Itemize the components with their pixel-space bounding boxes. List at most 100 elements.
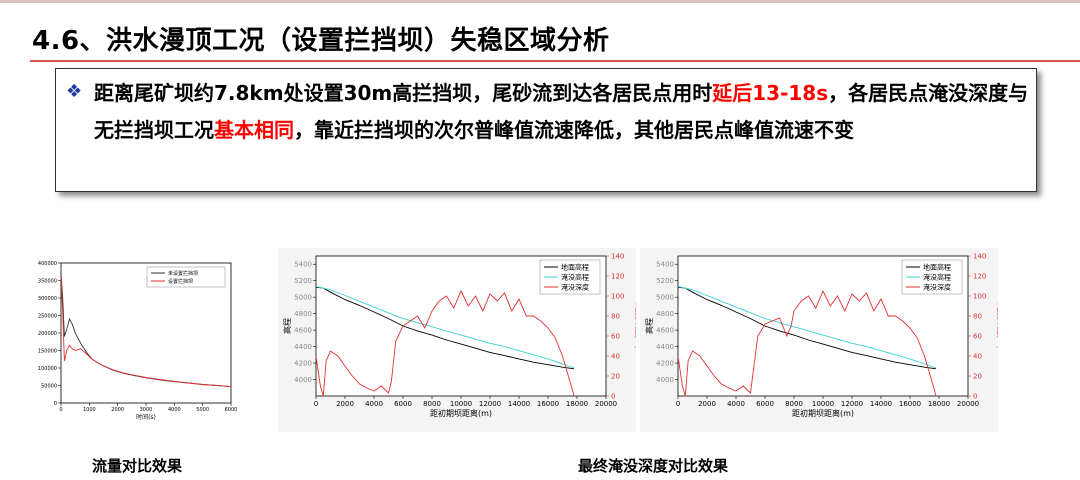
- series-line-3: [315, 289, 575, 397]
- legend-label: 淹没高程: [923, 272, 951, 281]
- y-right-tick-label: 40: [973, 352, 982, 360]
- top-border-line: [0, 0, 1080, 3]
- legend-label: 淹没深度: [561, 282, 589, 291]
- y-tick-label: 4000: [656, 376, 674, 384]
- x-tick-label: 0: [676, 400, 680, 408]
- y-tick-label: 4200: [656, 360, 674, 368]
- y-tick-label: 0: [54, 401, 57, 407]
- x-tick-label: 8000: [423, 400, 441, 408]
- x-axis-label: 时间(s): [136, 413, 156, 421]
- x-tick-label: 10000: [450, 400, 472, 408]
- y-tick-label: 50000: [41, 383, 57, 389]
- x-tick-label: 0: [59, 407, 62, 413]
- x-tick-label: 2000: [111, 407, 124, 413]
- depth-chart-with-dam: 0 2000 4000 6000 8000 10000 12000 14000 16000 180…: [644, 252, 1006, 418]
- y-tick-label: 4800: [656, 310, 674, 318]
- x-tick-label: 2000: [698, 400, 716, 408]
- summary-text-part1: 距离尾矿坝约7.8km处设置30m高拦挡坝，尾砂流到达各居民点用时: [94, 81, 713, 105]
- y-right-tick-label: 80: [973, 312, 982, 320]
- y-tick-label: 100000: [38, 366, 57, 372]
- y-tick-label: 400000: [38, 261, 57, 267]
- x-tick-label: 4000: [727, 400, 745, 408]
- x-tick-label: 1000: [83, 407, 96, 413]
- x-tick-label: 4000: [365, 400, 383, 408]
- depth-chart-panel-1: 0 2000 4000 6000 8000 10000 12000 14000 16000 180…: [278, 248, 644, 432]
- x-tick-label: 20000: [957, 400, 979, 408]
- depth-chart-no-dam: 0 2000 4000 6000 8000 10000 12000 14000 16000 180…: [282, 252, 644, 418]
- x-tick-label: 2000: [336, 400, 354, 408]
- series-line-2: [315, 286, 575, 369]
- y-tick-label: 4000: [294, 376, 312, 384]
- y-tick-label: 4400: [656, 343, 674, 351]
- series-line-1: [315, 286, 575, 370]
- y-tick-label: 4400: [294, 343, 312, 351]
- x-tick-label: 6000: [756, 400, 774, 408]
- y-right-axis-label: 淹没深度(m): [634, 303, 636, 349]
- y-tick-label: 200000: [38, 331, 57, 337]
- x-tick-label: 18000: [928, 400, 950, 408]
- x-tick-label: 14000: [508, 400, 530, 408]
- summary-text-part3: ，靠近拦挡坝的次尔普峰值流速降低，其他居民点峰值流速不变: [294, 118, 854, 142]
- y-tick-label: 5200: [656, 277, 674, 285]
- y-right-tick-label: 0: [973, 392, 977, 400]
- series-line-3: [677, 289, 937, 397]
- caption-flow: 流量对比效果: [92, 457, 183, 475]
- y-right-tick-label: 0: [611, 392, 615, 400]
- x-tick-label: 12000: [479, 400, 501, 408]
- y-tick-label: 5200: [294, 277, 312, 285]
- summary-text-part2: ，各居民点淹没深度与无拦挡坝工况: [94, 81, 1029, 142]
- x-tick-label: 16000: [537, 400, 559, 408]
- x-axis-label: 距初期坝距离(m): [430, 408, 492, 418]
- series-line-1: [677, 286, 937, 370]
- legend-box: [146, 266, 226, 288]
- y-tick-label: 4200: [294, 360, 312, 368]
- y-tick-label: 4600: [294, 327, 312, 335]
- legend-label: 淹没深度: [923, 282, 951, 291]
- flow-chart-panel: 0 1000 2000 3000 4000 5000 6000 0 50000 100000 150…: [21, 258, 237, 428]
- summary-box: ❖ 距离尾矿坝约7.8km处设置30m高拦挡坝，尾砂流到达各居民点用时延后13-…: [55, 68, 1037, 192]
- x-tick-label: 6000: [394, 400, 412, 408]
- x-tick-label: 12000: [841, 400, 863, 408]
- y-right-tick-label: 40: [611, 352, 620, 360]
- y-right-tick-label: 60: [611, 332, 620, 340]
- y-right-tick-label: 140: [973, 252, 986, 260]
- diamond-bullet-icon: ❖: [66, 81, 83, 102]
- x-axis-label: 距初期坝距离(m): [792, 408, 854, 418]
- y-right-tick-label: 100: [973, 292, 986, 300]
- caption-depth: 最终淹没深度对比效果: [578, 457, 729, 475]
- y-tick-label: 250000: [38, 313, 57, 319]
- y-axis-label: 高程: [282, 318, 292, 334]
- y-tick-label: 5000: [294, 294, 312, 302]
- y-right-tick-label: 80: [611, 312, 620, 320]
- legend-label: 设置拦挡坝: [168, 278, 193, 285]
- y-tick-label: 5400: [656, 261, 674, 269]
- legend-label: 淹没高程: [561, 272, 589, 281]
- x-tick-label: 5000: [196, 407, 209, 413]
- x-tick-label: 4000: [168, 407, 181, 413]
- series-line-2: [677, 286, 937, 369]
- y-tick-label: 150000: [38, 348, 57, 354]
- x-tick-label: 6000: [225, 407, 237, 413]
- legend-label: 地面高程: [561, 262, 589, 271]
- x-tick-label: 16000: [899, 400, 921, 408]
- y-right-tick-label: 60: [973, 332, 982, 340]
- title-underline: [30, 60, 1080, 62]
- y-tick-label: 300000: [38, 296, 57, 302]
- y-right-tick-label: 20: [611, 372, 620, 380]
- legend-label: 地面高程: [923, 262, 951, 271]
- x-tick-label: 0: [314, 400, 318, 408]
- legend-label: 未设置拦挡坝: [168, 270, 198, 277]
- slide-title: 4.6、洪水漫顶工况（设置拦挡坝）失稳区域分析: [32, 26, 610, 56]
- flow-comparison-chart: 0 1000 2000 3000 4000 5000 6000 0 50000 100000 150…: [21, 261, 237, 421]
- depth-chart-panel-2: 0 2000 4000 6000 8000 10000 12000 14000 16000 180…: [640, 248, 1006, 432]
- x-tick-label: 10000: [812, 400, 834, 408]
- y-axis-label: 高程: [644, 318, 654, 334]
- y-right-tick-label: 120: [973, 272, 986, 280]
- y-right-tick-label: 20: [973, 372, 982, 380]
- y-tick-label: 350000: [38, 278, 57, 284]
- y-tick-label: 4800: [294, 310, 312, 318]
- y-tick-label: 5000: [656, 294, 674, 302]
- x-tick-label: 3000: [140, 407, 153, 413]
- x-tick-label: 20000: [595, 400, 617, 408]
- y-right-tick-label: 140: [611, 252, 624, 260]
